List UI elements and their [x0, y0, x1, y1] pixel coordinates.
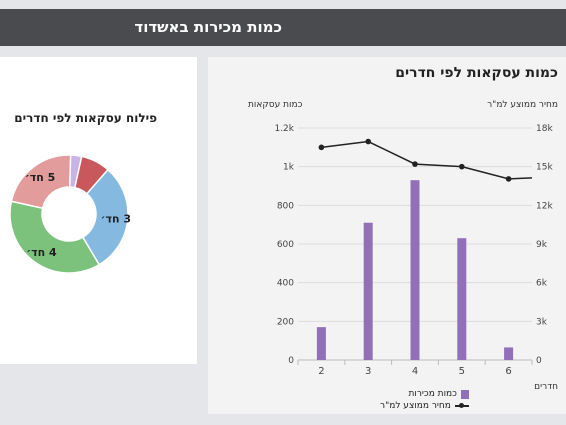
donut-slice-label: 3 חד׳ — [101, 212, 131, 225]
y2-tick-label: 6k — [536, 279, 548, 289]
y-tick-label: 200 — [277, 317, 294, 327]
x-axis-title: חדרים — [534, 382, 558, 392]
bar — [316, 327, 326, 360]
line-point — [318, 144, 325, 151]
line-point — [505, 176, 512, 182]
y2-tick-label: 15k — [536, 163, 553, 173]
y-tick-label: 800 — [277, 201, 294, 211]
legend-item-bar: כמות מכירות — [380, 388, 469, 400]
bar — [504, 347, 514, 360]
bar — [363, 222, 373, 360]
line-point — [459, 163, 465, 170]
x-tick-label: 2 — [318, 366, 324, 377]
right-axis-title: מחיר ממוצע למ"ר — [487, 100, 558, 110]
line-point — [365, 138, 371, 145]
y2-tick-label: 0 — [536, 356, 542, 366]
x-tick-label: 4 — [412, 366, 418, 377]
y-tick-label: 1.2k — [274, 124, 294, 134]
bar — [410, 180, 420, 360]
legend: כמות מכירות מחיר ממוצע למ"ר — [380, 388, 469, 412]
donut-slice — [9, 200, 101, 274]
donut-title: פילוח עסקאות לפי חדרים — [14, 111, 157, 125]
donut-chart: 3 חד׳ 4 חד׳ 5 חד׳ — [9, 154, 131, 274]
combo-title: כמות עסקאות לפי חדרים — [395, 65, 558, 81]
donut-slice — [73, 155, 109, 195]
x-tick-label: 6 — [505, 366, 511, 377]
bar — [457, 238, 467, 360]
left-axis-title: כמות עסקאות — [248, 100, 303, 110]
combo-chart: 0 0 200 3k 400 6k 600 9k 800 12k 1k 15k 1.2k 18k 2 3 4 5 6 — [274, 124, 553, 377]
donut-slice — [81, 168, 129, 266]
y-tick-label: 400 — [277, 279, 294, 289]
legend-bar-label: כמות מכירות — [408, 389, 457, 399]
legend-line-swatch — [454, 402, 469, 410]
header-bar: כמות מכירות באשדוד — [0, 9, 566, 46]
y-tick-label: 0 — [288, 356, 294, 366]
y2-tick-label: 12k — [536, 201, 553, 211]
legend-line-label: מחיר ממוצע למ"ר — [380, 401, 451, 411]
y2-tick-label: 9k — [536, 240, 548, 250]
donut-slice-label: 4 חד׳ — [26, 246, 57, 259]
legend-bar-swatch — [460, 389, 469, 399]
y2-tick-label: 3k — [536, 317, 548, 327]
y-tick-label: 600 — [277, 240, 294, 250]
x-tick-label: 3 — [365, 366, 371, 377]
combo-panel: כמות עסקאות לפי חדרים כמות עסקאות מחיר מ… — [208, 57, 566, 414]
line-point — [412, 161, 418, 167]
donut-panel: פילוח עסקאות לפי חדרים 3 חד׳ 4 חד׳ 5 חד׳ — [0, 57, 197, 364]
legend-item-line: מחיר ממוצע למ"ר — [380, 400, 469, 412]
x-tick-label: 5 — [459, 366, 465, 377]
page-title: כמות מכירות באשדוד — [134, 18, 282, 36]
line-series — [321, 140, 533, 180]
donut-slice-label: 5 חד׳ — [25, 171, 55, 184]
y-tick-label: 1k — [283, 163, 295, 173]
y2-tick-label: 18k — [536, 124, 553, 134]
